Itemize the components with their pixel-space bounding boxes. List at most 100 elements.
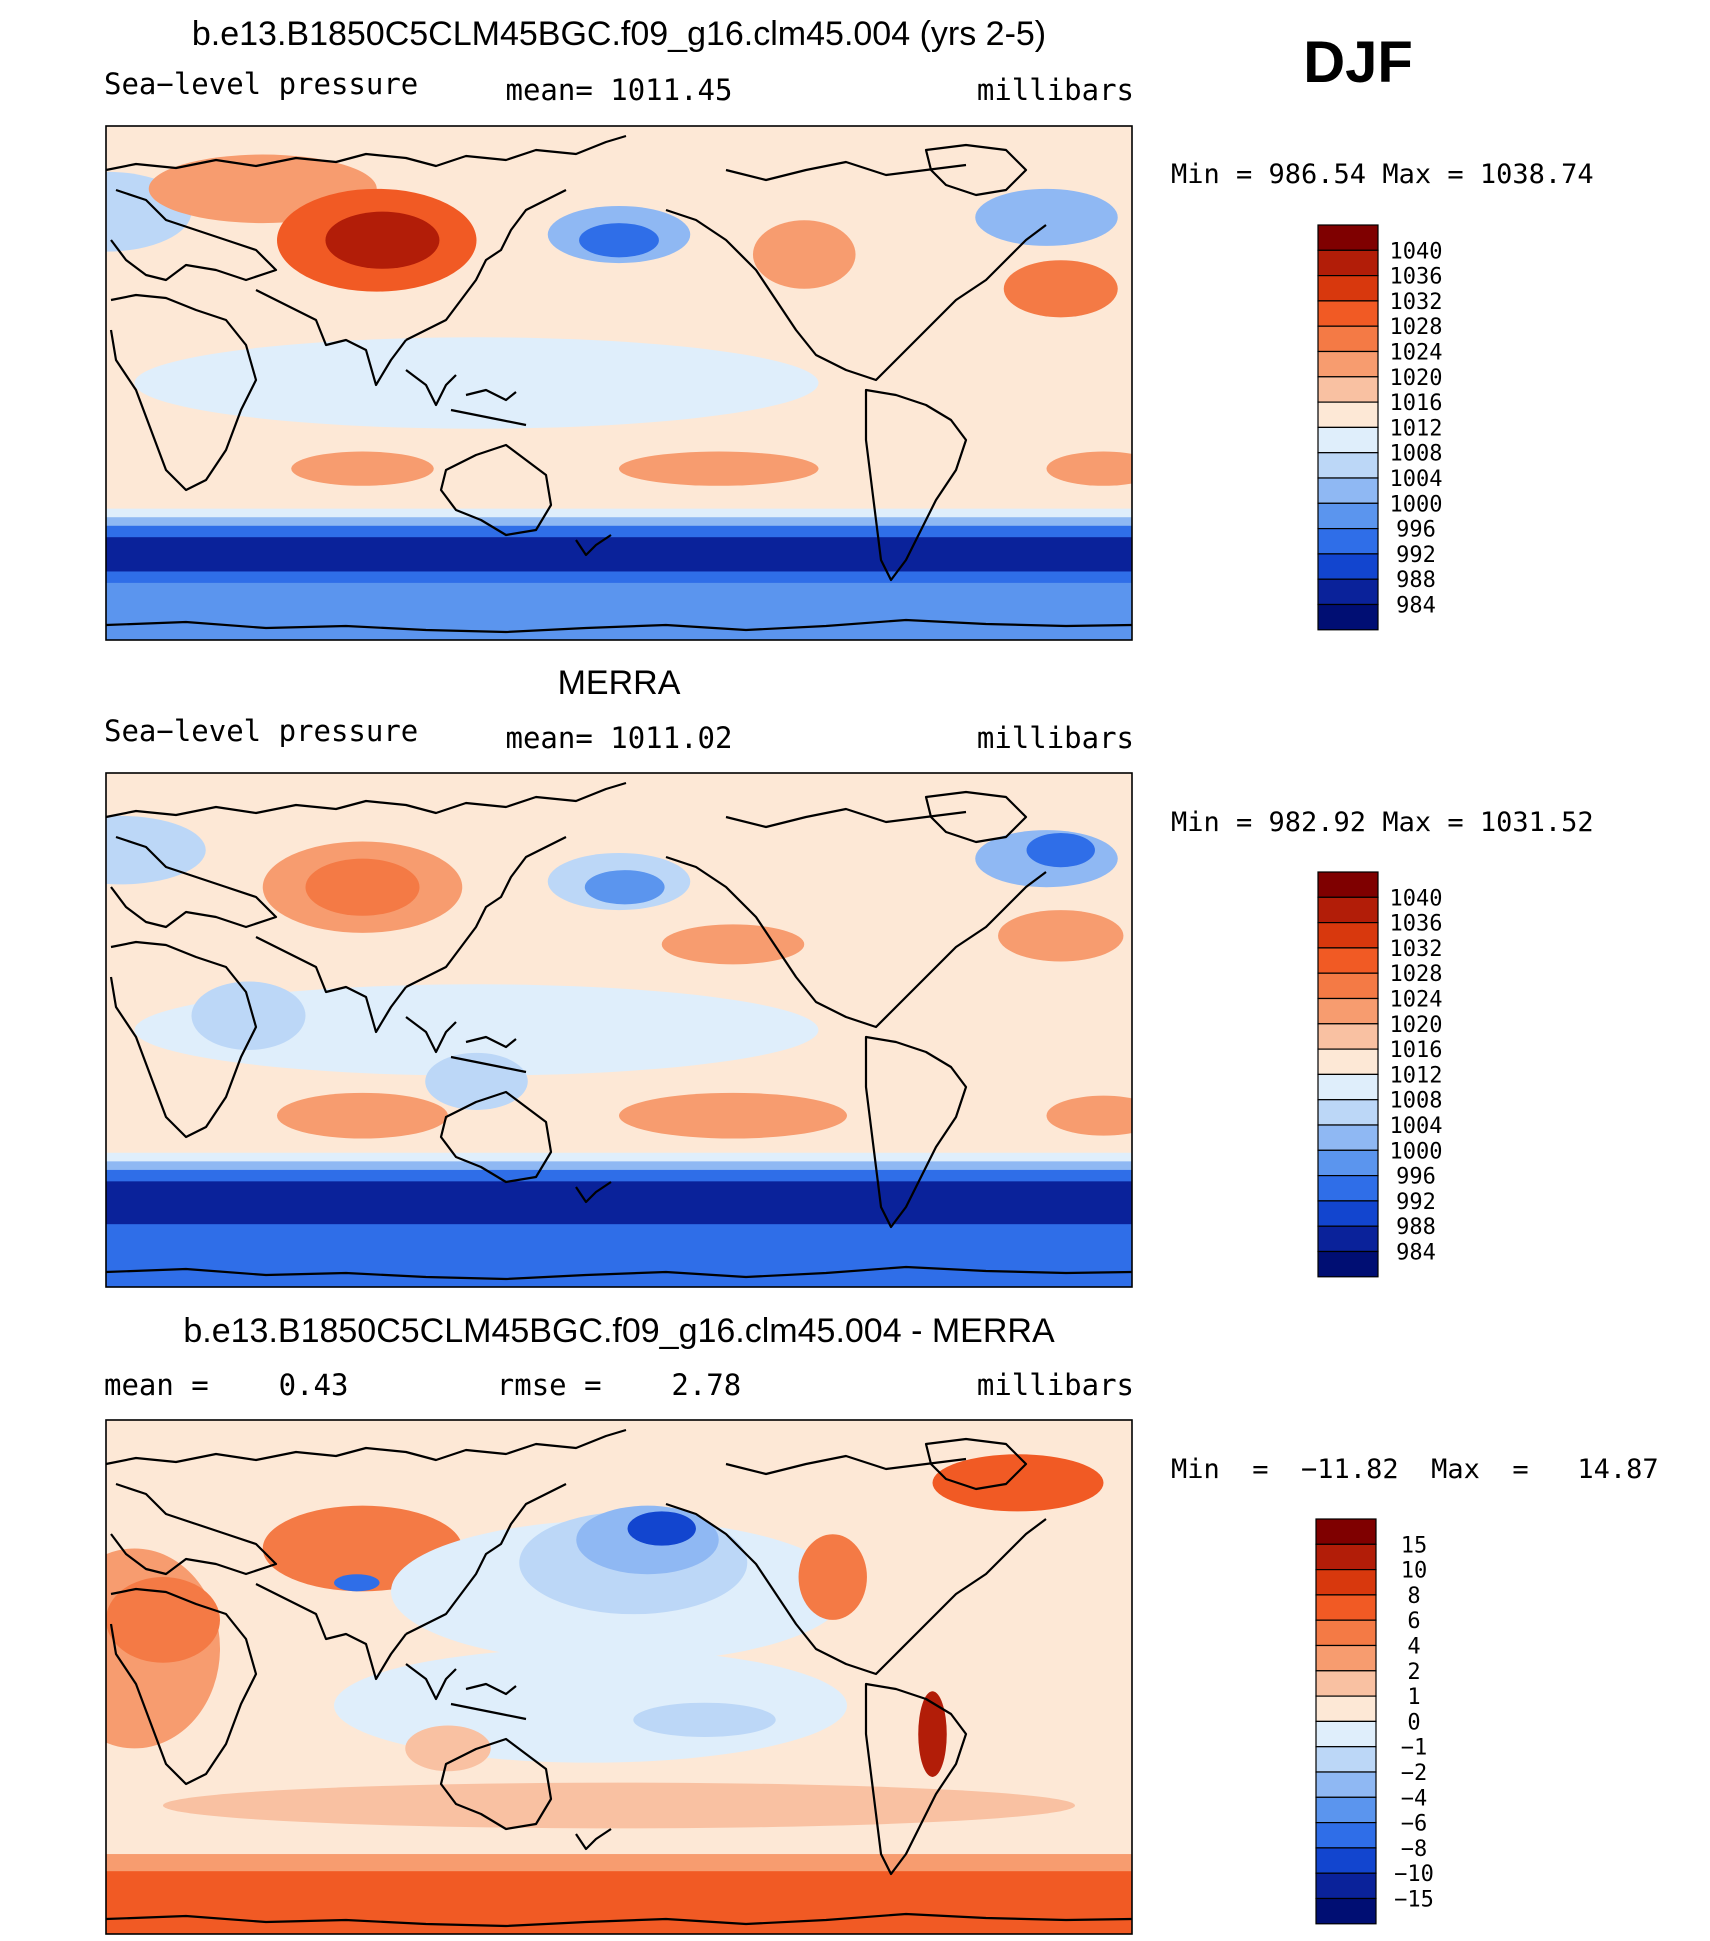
colorbar-cell <box>1317 300 1379 327</box>
panel-model-units: millibars <box>977 73 1134 107</box>
colorbar-cell <box>1317 452 1379 479</box>
colorbar-tick-label: 1000 <box>1390 492 1443 517</box>
field-contour <box>633 1702 776 1737</box>
colorbar-tick-label: 1 <box>1407 1685 1420 1710</box>
colorbar-tick-label: 1016 <box>1390 391 1443 416</box>
colorbar-cell <box>1317 947 1379 974</box>
colorbar-tick-label: 1036 <box>1390 265 1443 290</box>
colorbar-cell <box>1315 1619 1377 1647</box>
colorbar-tick-label: −2 <box>1401 1761 1428 1786</box>
field-band <box>106 1181 1132 1225</box>
panel-merra-title: MERRA <box>558 664 681 702</box>
field-contour <box>1046 451 1132 486</box>
field-contour <box>619 1092 847 1139</box>
colorbar-cell <box>1317 224 1379 251</box>
panel-diff: b.e13.B1850C5CLM45BGC.f09_g16.clm45.004 … <box>104 1312 1659 1935</box>
colorbar-tick-label: 1008 <box>1390 442 1443 467</box>
panel-model-left-label: Sea−level pressure <box>104 67 418 101</box>
field-contour <box>277 1092 448 1139</box>
field-band <box>106 1229 1132 1287</box>
panel-merra: MERRA Sea−level pressure mean= 1011.02 m… <box>104 664 1594 1288</box>
colorbar-cell <box>1317 997 1379 1025</box>
panel-model: b.e13.B1850C5CLM45BGC.f09_g16.clm45.004 … <box>104 15 1594 641</box>
season-label: DJF <box>1303 30 1413 95</box>
field-contour <box>291 451 434 486</box>
colorbar-tick-label: 15 <box>1401 1533 1428 1558</box>
panel-model-map <box>106 126 1132 640</box>
colorbar-cell <box>1317 502 1379 530</box>
field-contour <box>627 1511 696 1546</box>
field-contour <box>134 337 819 429</box>
field-band <box>106 537 1132 572</box>
colorbar-tick-label: 1004 <box>1390 467 1443 492</box>
field-contour <box>998 910 1124 962</box>
colorbar-tick-label: 1024 <box>1390 988 1443 1013</box>
colorbar-cell <box>1317 603 1379 631</box>
colorbar-cell <box>1317 1099 1379 1126</box>
colorbar-tick-label: −15 <box>1394 1888 1434 1913</box>
panel-merra-minmax: Min = 982.92 Max = 1031.52 <box>1171 807 1594 838</box>
field-contour <box>584 870 665 905</box>
colorbar-tick-label: 1032 <box>1390 290 1443 315</box>
colorbar-cell <box>1317 1149 1379 1177</box>
panel-merra-mean: mean= 1011.02 <box>506 721 733 755</box>
colorbar-cell <box>1317 921 1379 949</box>
field-contour <box>334 1574 380 1592</box>
colorbar-cell <box>1317 376 1379 403</box>
panel-merra-frame <box>105 772 1133 1288</box>
colorbar-cell <box>1315 1771 1377 1798</box>
colorbar-tick-label: −4 <box>1401 1786 1428 1811</box>
colorbar-tick-label: −8 <box>1401 1837 1428 1862</box>
colorbar-cell <box>1315 1847 1377 1874</box>
colorbar-cell <box>1317 578 1379 606</box>
colorbar-cell <box>1317 1124 1379 1151</box>
colorbar-tick-label: 1028 <box>1390 962 1443 987</box>
colorbar-cell <box>1317 249 1379 277</box>
colorbar-cell <box>1317 477 1379 504</box>
colorbar-tick-label: 1000 <box>1390 1139 1443 1164</box>
colorbar-cell <box>1315 1897 1377 1925</box>
field-contour <box>975 188 1118 246</box>
panel-diff-rmse: rmse = 2.78 <box>497 1368 741 1402</box>
panel-model-minmax: Min = 986.54 Max = 1038.74 <box>1171 159 1594 190</box>
colorbar-cell <box>1317 972 1379 1000</box>
colorbar-cell <box>1317 325 1379 353</box>
panel-diff-title: b.e13.B1850C5CLM45BGC.f09_g16.clm45.004 … <box>183 1312 1055 1350</box>
field-contour <box>932 1454 1104 1512</box>
panel-model-mean: mean= 1011.45 <box>506 73 733 107</box>
colorbar-cell <box>1317 1200 1379 1227</box>
field-band <box>106 582 1132 640</box>
field-contour <box>134 984 819 1076</box>
colorbar-cell <box>1317 871 1379 898</box>
colorbar-tick-label: 1040 <box>1390 886 1443 911</box>
field-contour <box>106 815 206 885</box>
colorbar-cell <box>1315 1543 1377 1571</box>
colorbar-tick-label: 1004 <box>1390 1114 1443 1139</box>
colorbar-cell <box>1315 1872 1377 1900</box>
colorbar-cell <box>1315 1746 1377 1773</box>
colorbar-tick-label: 1020 <box>1390 366 1443 391</box>
colorbar-cell <box>1315 1644 1377 1672</box>
colorbar-tick-label: 4 <box>1407 1635 1420 1660</box>
colorbar-cell <box>1315 1518 1377 1545</box>
colorbar-tick-label: 0 <box>1407 1710 1420 1735</box>
panel-diff-mean: mean = 0.43 <box>104 1368 348 1402</box>
field-contour <box>106 1577 220 1663</box>
colorbar-tick-label: 992 <box>1396 1190 1436 1215</box>
field-contour <box>579 223 659 258</box>
panel-merra-colorbar: 1040103610321028102410201016101210081004… <box>1317 871 1443 1278</box>
colorbar-tick-label: 1008 <box>1390 1089 1443 1114</box>
colorbar-tick-label: 1012 <box>1390 1063 1443 1088</box>
panel-model-frame <box>105 125 1133 641</box>
field-contour <box>163 1782 1075 1829</box>
colorbar-tick-label: 984 <box>1396 1241 1436 1266</box>
colorbar-cell <box>1315 1568 1377 1596</box>
colorbar-cell <box>1315 1594 1377 1621</box>
colorbar-cell <box>1317 426 1379 454</box>
colorbar-tick-label: 996 <box>1396 1165 1436 1190</box>
colorbar-tick-label: 992 <box>1396 543 1436 568</box>
colorbar-tick-label: 996 <box>1396 518 1436 543</box>
colorbar-tick-label: 1016 <box>1390 1038 1443 1063</box>
colorbar-cell <box>1317 1023 1379 1050</box>
panel-model-colorbar: 1040103610321028102410201016101210081004… <box>1317 224 1443 631</box>
